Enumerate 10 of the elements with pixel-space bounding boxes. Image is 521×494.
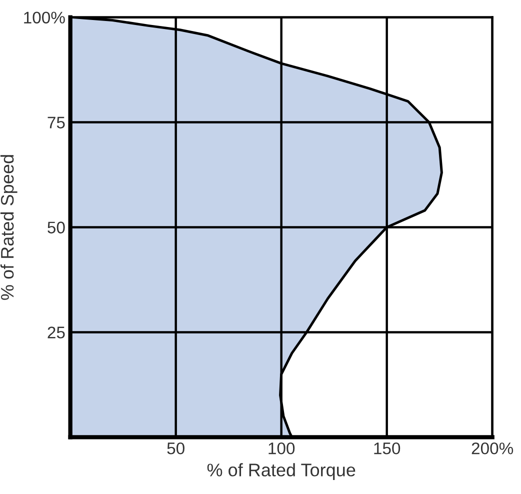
y-tick-label: 75: [48, 116, 65, 128]
x-tick-label: 200%: [472, 442, 514, 454]
y-axis-title: % of Rated Speed: [0, 155, 18, 300]
x-axis-title: % of Rated Torque: [207, 463, 356, 480]
y-tick-label: 25: [48, 326, 65, 338]
y-tick-label: 50: [48, 222, 65, 234]
x-tick-label: 100: [268, 442, 295, 454]
y-tick-label: 100%: [24, 12, 65, 24]
x-tick-label: 150: [374, 442, 400, 454]
x-tick-label: 50: [167, 442, 184, 454]
